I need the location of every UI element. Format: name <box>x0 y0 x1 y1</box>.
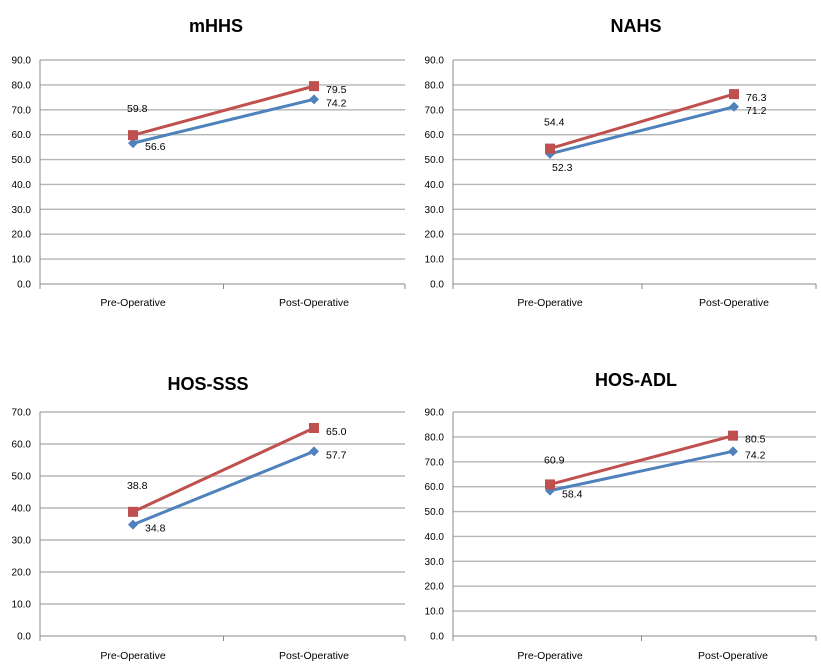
x-tick-label: Pre-Operative <box>517 297 583 309</box>
chart-mhhs: mHHS 0.0 10.0 20.0 30.0 40.0 50.0 60.0 70.0 80.0… <box>0 0 410 320</box>
x-tick-label: Post-Operative <box>279 650 349 662</box>
y-tick-label: 80.0 <box>12 80 32 91</box>
chart-hos-adl: HOS-ADL 0.0 10.0 20.0 30.0 40.0 50.0 60.0 70.0 8… <box>410 340 821 666</box>
y-tick-label: 0.0 <box>430 632 444 643</box>
data-point-diamond <box>728 446 738 457</box>
data-point-square <box>728 430 738 441</box>
chart-hos-adl-svg: HOS-ADL 0.0 10.0 20.0 30.0 40.0 50.0 60.0 70.0 8… <box>425 370 817 662</box>
y-tick-label: 10.0 <box>425 255 445 266</box>
chart-title: mHHS <box>189 16 243 36</box>
y-tick-label: 60.0 <box>12 130 32 141</box>
chart-nahs-svg: NAHS 0.0 10.0 20.0 30.0 40.0 50.0 60.0 70.0 80.0… <box>425 16 817 309</box>
chart-mhhs-svg: mHHS 0.0 10.0 20.0 30.0 40.0 50.0 60.0 70.0 80.0… <box>12 16 406 309</box>
series-line <box>548 434 735 486</box>
y-tick-label: 50.0 <box>12 472 32 483</box>
y-tick-label: 20.0 <box>12 230 32 241</box>
y-tick-label: 70.0 <box>12 105 32 116</box>
y-tick-label: 80.0 <box>425 432 445 443</box>
data-label: 80.5 <box>745 434 766 446</box>
y-tick-label: 20.0 <box>425 230 445 241</box>
data-label: 38.8 <box>127 480 148 492</box>
y-tick-label: 70.0 <box>425 457 445 468</box>
data-label: 54.4 <box>544 117 565 129</box>
y-tick-label: 50.0 <box>425 507 445 518</box>
data-point-square <box>309 423 319 433</box>
y-tick-label: 0.0 <box>17 632 31 643</box>
series-line <box>548 105 736 156</box>
y-tick-label: 10.0 <box>12 255 32 266</box>
data-point-square <box>309 81 319 92</box>
chart-title: HOS-SSS <box>167 374 248 394</box>
data-point-square <box>545 143 555 154</box>
y-tick-label: 90.0 <box>12 56 32 67</box>
x-tick-label: Post-Operative <box>699 297 769 309</box>
data-label: 74.2 <box>745 449 766 461</box>
data-label: 34.8 <box>145 523 166 535</box>
data-label: 65.0 <box>326 426 347 438</box>
y-tick-label: 0.0 <box>17 280 31 291</box>
data-point-diamond <box>309 446 319 457</box>
y-tick-label: 90.0 <box>425 408 445 419</box>
y-tick-label: 40.0 <box>425 532 445 543</box>
data-label: 76.3 <box>746 92 767 104</box>
y-tick-label: 80.0 <box>425 80 445 91</box>
data-point-diamond <box>729 101 739 112</box>
data-point-square <box>729 89 739 100</box>
y-tick-label: 40.0 <box>12 504 32 515</box>
data-point-diamond <box>309 94 319 105</box>
y-tick-label: 70.0 <box>425 105 445 116</box>
y-tick-label: 60.0 <box>425 482 445 493</box>
y-tick-label: 30.0 <box>12 536 32 547</box>
x-tick-label: Pre-Operative <box>100 650 166 662</box>
y-tick-label: 30.0 <box>12 205 32 216</box>
data-label: 58.4 <box>562 489 583 501</box>
data-label: 59.8 <box>127 103 148 115</box>
y-tick-label: 20.0 <box>425 582 445 593</box>
y-tick-label: 70.0 <box>12 408 32 419</box>
series-line <box>131 97 316 145</box>
y-tick-label: 90.0 <box>425 56 445 67</box>
y-tick-label: 0.0 <box>430 280 444 291</box>
x-tick-label: Post-Operative <box>279 297 349 309</box>
data-label: 52.3 <box>552 162 573 174</box>
x-tick-label: Post-Operative <box>698 650 768 662</box>
series-line <box>131 449 316 527</box>
data-point-square <box>128 130 138 141</box>
chart-hos-sss: HOS-SSS 0.0 10.0 20.0 30.0 40.0 50.0 60.0 70.0 P… <box>0 340 410 666</box>
series-line <box>548 92 736 151</box>
y-tick-label: 30.0 <box>425 557 445 568</box>
y-tick-label: 20.0 <box>12 568 32 579</box>
y-tick-label: 50.0 <box>425 155 445 166</box>
chart-title: NAHS <box>610 16 661 36</box>
y-tick-label: 10.0 <box>425 607 445 618</box>
data-label: 60.9 <box>544 454 565 466</box>
y-tick-label: 40.0 <box>425 180 445 191</box>
x-tick-label: Pre-Operative <box>100 297 166 309</box>
data-label: 74.2 <box>326 97 347 109</box>
series-line <box>131 426 316 514</box>
data-label: 79.5 <box>326 84 347 96</box>
y-tick-label: 50.0 <box>12 155 32 166</box>
data-point-square <box>128 506 138 517</box>
y-tick-label: 30.0 <box>425 205 445 216</box>
data-point-square <box>545 479 555 490</box>
series-line <box>131 84 316 137</box>
data-label: 56.6 <box>145 141 166 153</box>
chart-title: HOS-ADL <box>595 370 677 390</box>
data-point-diamond <box>128 138 138 149</box>
data-point-diamond <box>128 519 138 530</box>
y-tick-label: 40.0 <box>12 180 32 191</box>
data-label: 71.2 <box>746 105 767 117</box>
y-tick-label: 10.0 <box>12 600 32 611</box>
x-tick-label: Pre-Operative <box>517 650 583 662</box>
chart-hos-sss-svg: HOS-SSS 0.0 10.0 20.0 30.0 40.0 50.0 60.0 70.0 P… <box>12 374 406 662</box>
y-tick-label: 60.0 <box>12 440 32 451</box>
y-tick-label: 60.0 <box>425 130 445 141</box>
chart-nahs: NAHS 0.0 10.0 20.0 30.0 40.0 50.0 60.0 70.0 80.0… <box>410 0 821 320</box>
data-label: 57.7 <box>326 449 347 461</box>
series-line <box>548 449 735 493</box>
